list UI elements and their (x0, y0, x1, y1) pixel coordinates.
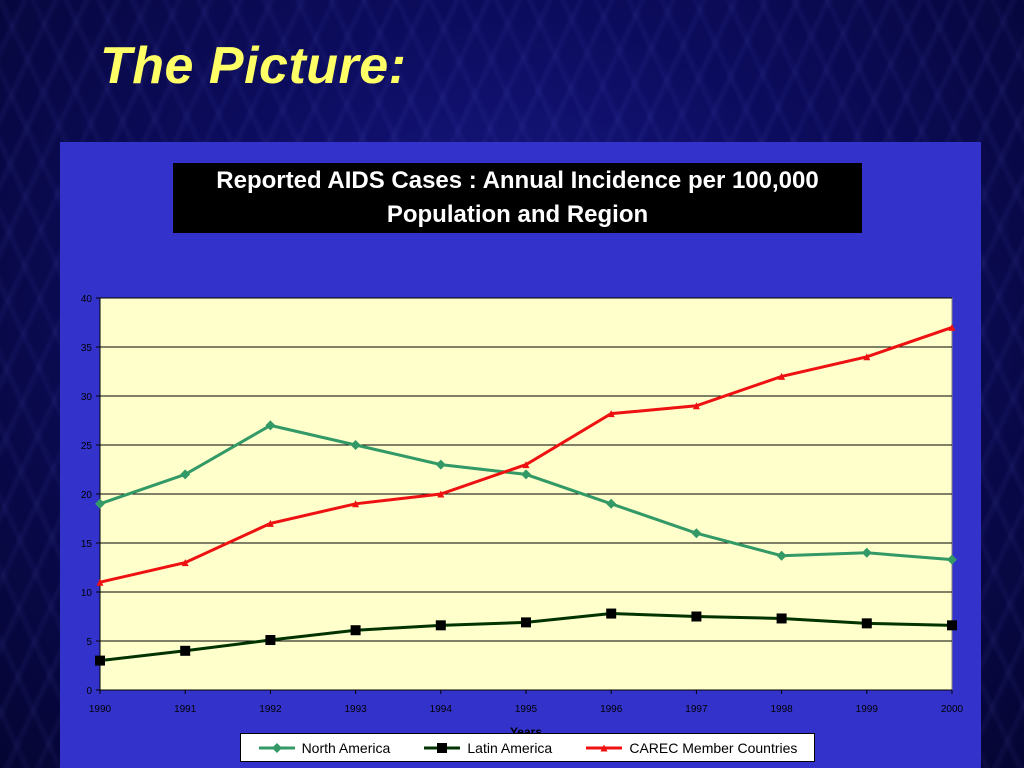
legend-item: CAREC Member Countries (585, 740, 797, 756)
legend-item: Latin America (423, 740, 552, 756)
series-latin-america (95, 608, 957, 666)
chart-title-line-2: Population and Region (386, 201, 649, 228)
data-point (947, 620, 957, 631)
chart-legend: North America Latin America CAREC Member C… (240, 733, 815, 762)
chart-panel: Reported AIDS Cases : Annual Incidence p… (60, 142, 981, 768)
data-point (180, 645, 191, 656)
x-tick-label: 1998 (770, 704, 793, 715)
data-point (271, 742, 282, 753)
data-point (776, 613, 787, 624)
y-tick-label: 0 (86, 686, 92, 697)
data-point (522, 461, 530, 469)
y-tick-label: 40 (81, 294, 93, 305)
data-point (778, 372, 786, 380)
y-tick-label: 15 (81, 539, 93, 550)
legend-swatch (258, 742, 295, 753)
y-tick-label: 35 (81, 343, 93, 354)
data-point (948, 323, 956, 331)
data-point (437, 490, 445, 498)
x-tick-label: 1990 (89, 704, 112, 715)
chart-title-line-1: Reported AIDS Cases : Annual Incidence p… (216, 167, 819, 194)
data-point (352, 500, 360, 508)
data-point (265, 635, 276, 646)
x-tick-label: 2000 (941, 704, 964, 715)
legend-label: CAREC Member Countries (629, 739, 798, 756)
data-point (606, 608, 617, 619)
data-point (521, 617, 531, 628)
x-tick-label: 1999 (856, 704, 879, 715)
data-point (861, 618, 872, 629)
data-point (692, 402, 700, 410)
data-point (435, 620, 446, 631)
x-tick-label: 1991 (174, 704, 197, 715)
data-point (776, 550, 787, 561)
data-point (95, 498, 105, 509)
x-tick-label: 1995 (515, 704, 538, 715)
data-point (95, 655, 105, 666)
data-point (521, 469, 531, 480)
data-point (691, 528, 702, 539)
x-tick-label: 1996 (600, 704, 623, 715)
data-point (350, 440, 361, 450)
data-point (350, 625, 361, 636)
data-point (600, 744, 608, 751)
data-point (607, 410, 615, 418)
y-tick-label: 10 (81, 588, 93, 599)
data-point (691, 611, 702, 622)
x-tick-label: 1992 (259, 704, 282, 715)
legend-label: Latin America (467, 739, 553, 756)
x-tick-label: 1997 (685, 704, 708, 715)
data-point (863, 353, 871, 361)
line-chart: 0 5 10 15 20 25 30 35 40 1990 1991 1992 1993 1994 1995… (81, 294, 964, 739)
data-point (947, 554, 957, 565)
x-tick-label: 1994 (430, 704, 453, 715)
legend-swatch (586, 744, 623, 751)
series-north-america (95, 420, 957, 565)
data-point (606, 498, 617, 509)
data-point (861, 547, 872, 558)
data-point (266, 519, 274, 527)
x-tick-label: 1993 (344, 704, 367, 715)
y-tick-label: 5 (86, 637, 92, 648)
chart-title: Reported AIDS Cases : Annual Incidence p… (173, 163, 862, 233)
series-carec-member-countries (96, 323, 956, 586)
y-tick-label: 25 (81, 441, 93, 452)
legend-item: North America (258, 739, 391, 756)
legend-label: North America (301, 739, 391, 756)
y-tick-label: 30 (81, 392, 93, 403)
data-point (265, 420, 276, 431)
slide-title: The Picture: (100, 37, 407, 95)
data-point (96, 578, 104, 586)
y-tick-label: 20 (81, 490, 93, 501)
legend-swatch (424, 742, 461, 753)
data-point (435, 459, 446, 470)
data-point (437, 742, 448, 753)
data-point (180, 469, 191, 480)
data-point (181, 559, 189, 567)
